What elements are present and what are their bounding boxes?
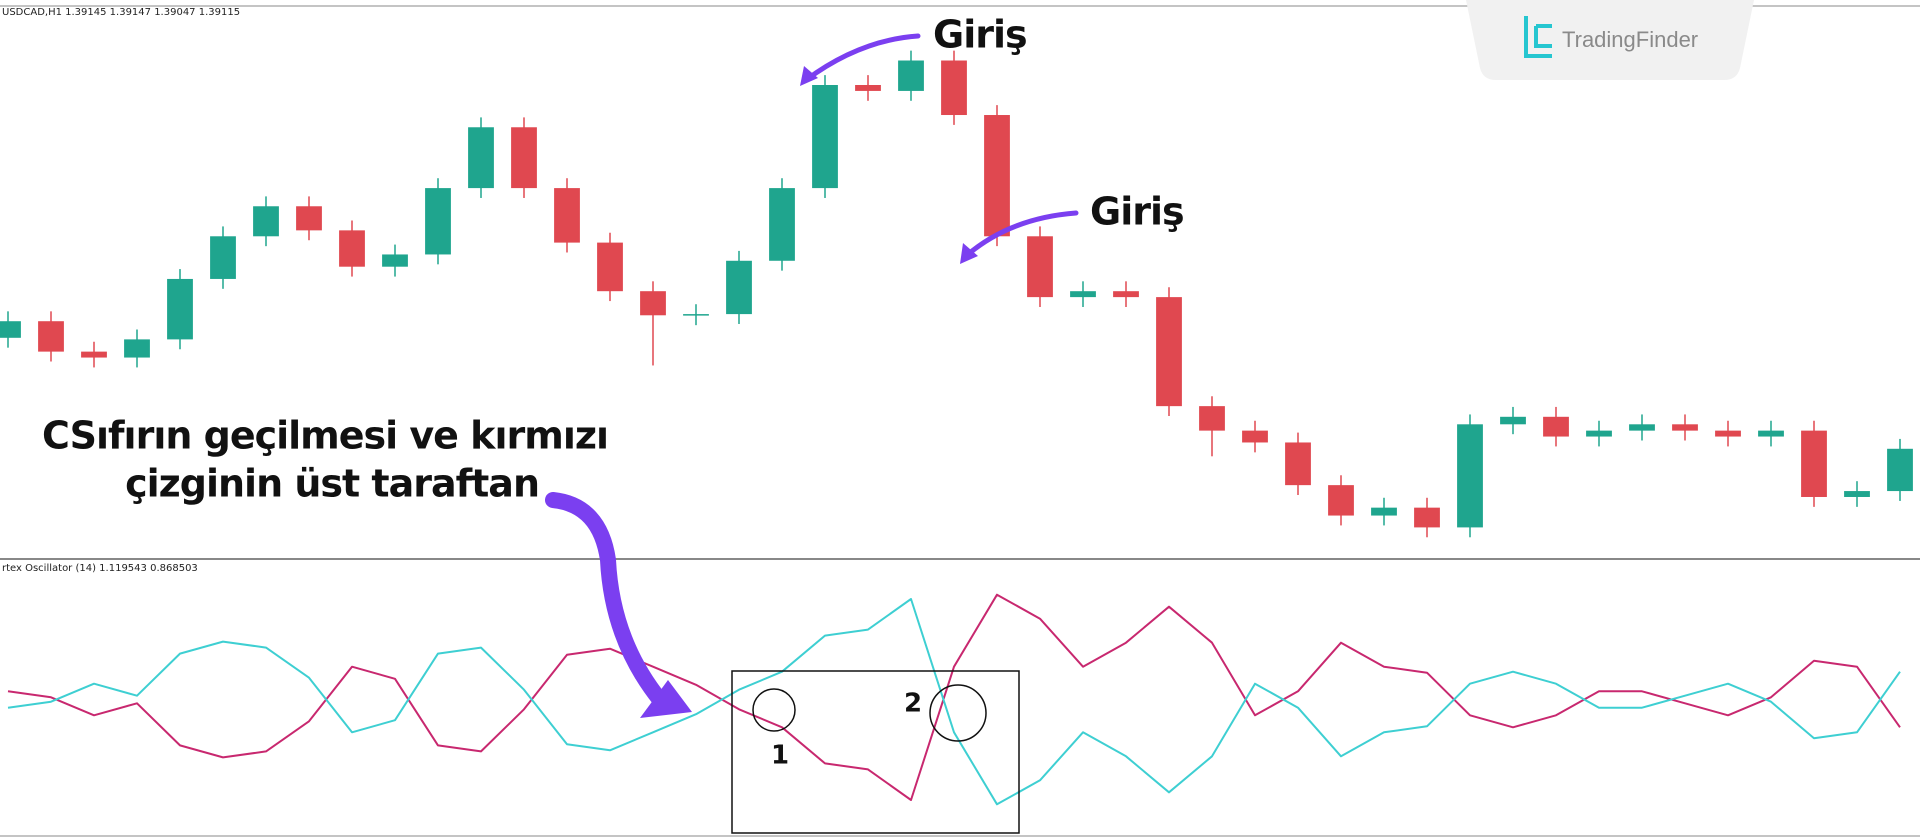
oscillator-header: rtex Oscillator (14) 1.119543 0.868503: [2, 563, 198, 574]
arrow-head: [800, 66, 818, 86]
candle-body: [1242, 430, 1268, 443]
candle-body: [167, 278, 193, 340]
logo-badge: [1466, 0, 1754, 80]
candle-body: [382, 254, 408, 267]
candle-body: [1070, 291, 1096, 298]
marker-label: 1: [771, 741, 789, 771]
candle-body: [1328, 485, 1354, 516]
candle-body: [1500, 416, 1526, 425]
candle-body: [1027, 236, 1053, 298]
entry-arrow: [963, 210, 1079, 259]
candle-body: [124, 339, 150, 358]
price-panel: [0, 50, 1913, 538]
candle-body: [210, 236, 236, 279]
candle-body: [1586, 430, 1612, 437]
marker-label: 2: [904, 689, 922, 719]
candle-body: [898, 60, 924, 91]
candle-body: [339, 230, 365, 267]
candle-body: [511, 127, 537, 189]
candle-body: [1457, 424, 1483, 528]
logo-icon: [1524, 16, 1552, 58]
candle-body: [597, 242, 623, 292]
candle-body: [425, 188, 451, 255]
indicator-line: [7, 598, 1901, 806]
candle-body: [984, 115, 1010, 237]
candle-body: [1156, 297, 1182, 407]
candle-body: [941, 60, 967, 116]
logo-text: TradingFinder: [1562, 27, 1698, 52]
candle-body: [554, 188, 580, 243]
candle-body: [468, 127, 494, 189]
price-header: USDCAD,H1 1.39145 1.39147 1.39047 1.3911…: [2, 7, 240, 18]
candle-body: [683, 314, 709, 316]
candle-body: [1844, 491, 1870, 497]
candle-body: [726, 260, 752, 315]
highlight-box: [731, 670, 1020, 834]
note-text: çizginin üst taraftan: [125, 462, 539, 506]
candle-body: [1543, 416, 1569, 437]
arrow-head: [640, 680, 692, 718]
candle-body: [81, 351, 107, 358]
arrow-head: [960, 243, 978, 264]
note-text: CSıfırın geçilmesi ve kırmızı: [42, 414, 608, 458]
candle-body: [1801, 430, 1827, 497]
candle-body: [38, 321, 64, 352]
candle-body: [640, 291, 666, 316]
candle-body: [1285, 442, 1311, 486]
candle-body: [1113, 291, 1139, 298]
candle-body: [769, 188, 795, 261]
candle-body: [1672, 424, 1698, 431]
candle-body: [296, 206, 322, 231]
candle-body: [1414, 507, 1440, 528]
entry-label: Giriş: [933, 13, 1027, 57]
candle-body: [1371, 507, 1397, 516]
candle-body: [812, 85, 838, 189]
candle-body: [253, 206, 279, 237]
candle-body: [0, 321, 21, 338]
candle-body: [1887, 448, 1913, 492]
entry-arrow: [803, 33, 921, 83]
candle-body: [855, 85, 881, 91]
entry-label: Giriş: [1090, 190, 1184, 234]
note-arrow: [545, 492, 668, 708]
oscillator-panel: [7, 593, 1901, 806]
cross-circle: [752, 688, 796, 732]
candle-body: [1629, 424, 1655, 431]
candle-body: [1715, 430, 1741, 437]
cross-circle: [929, 684, 987, 742]
candle-body: [1758, 430, 1784, 437]
candle-body: [1199, 406, 1225, 431]
